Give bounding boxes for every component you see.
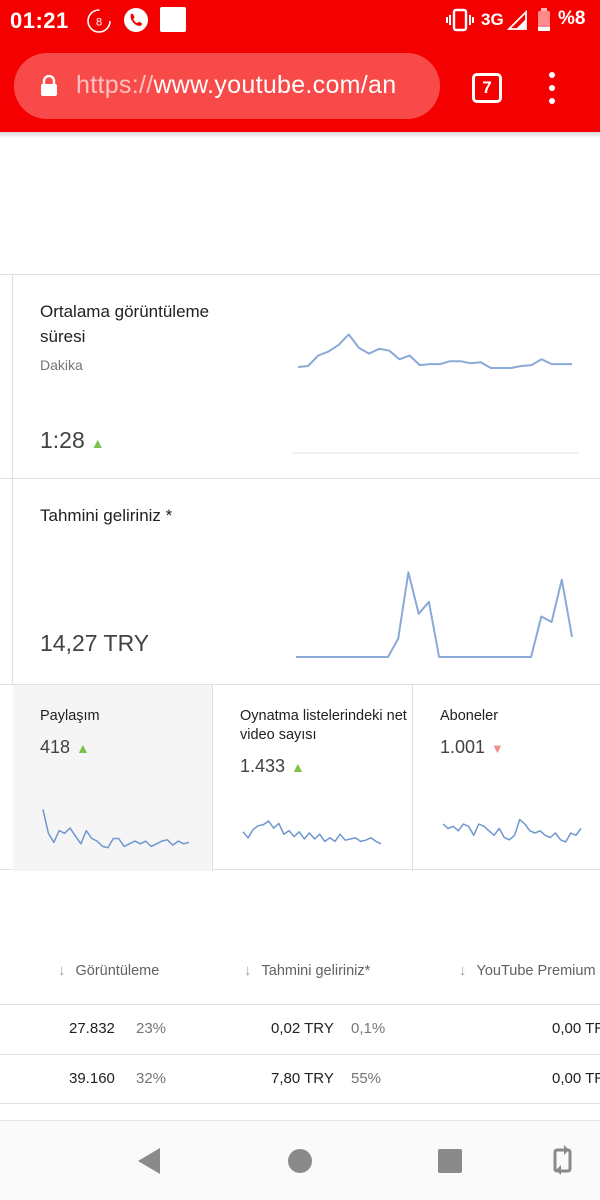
- card-divider: [12, 275, 13, 478]
- tab-switcher-button[interactable]: 7: [472, 73, 502, 103]
- metric-playlist-videos[interactable]: Oynatma listelerindeki net video sayısı …: [213, 685, 412, 871]
- metric-shares[interactable]: Paylaşım 418 ▲: [13, 685, 212, 871]
- sort-arrow-icon: ↓: [58, 962, 66, 979]
- row-premium: 0,00 TR: [552, 1020, 600, 1037]
- app-notification-icon: [160, 7, 186, 32]
- metric-playlist-videos-title: Oynatma listelerindeki net video sayısı: [240, 708, 407, 743]
- metric-playlist-videos-number: 1.433: [240, 756, 286, 776]
- column-header-revenue[interactable]: ↓ Tahmini geliriniz*: [244, 962, 370, 979]
- metric-playlist-videos-series-line: [242, 820, 382, 845]
- home-icon[interactable]: [288, 1149, 312, 1173]
- trend-up-icon: ▲: [90, 435, 105, 451]
- battery-percent: %8: [558, 8, 586, 29]
- notification-count: 8: [96, 17, 102, 29]
- estimated-revenue-sparkline: [296, 571, 573, 658]
- column-header-views[interactable]: ↓ Görüntüleme: [58, 962, 159, 979]
- vibrate-icon: [446, 8, 474, 37]
- metric-shares-sparkline: [42, 809, 190, 849]
- back-icon[interactable]: [136, 1147, 162, 1180]
- system-nav-bar: [0, 1120, 600, 1200]
- rotate-screen-icon[interactable]: [552, 1145, 574, 1180]
- lock-icon: [40, 74, 58, 102]
- table-row[interactable]: 39.160 32% 7,80 TRY 55% 0,00 TR: [0, 1054, 600, 1104]
- estimated-revenue-title: Tahmini geliriniz *: [40, 506, 173, 525]
- metric-subscribers[interactable]: Aboneler 1.001 ▼: [413, 685, 600, 871]
- metric-subscribers-sparkline: [442, 818, 582, 843]
- column-header-views-label: Görüntüleme: [75, 963, 160, 979]
- notification-badge-icon: 8: [86, 8, 112, 39]
- phone-call-icon: [123, 7, 149, 38]
- row-revenue-pct: 0,1%: [351, 1020, 386, 1037]
- metric-shares-number: 418: [40, 737, 71, 757]
- address-bar[interactable]: https://www.youtube.com/an: [14, 53, 440, 119]
- cell-divider: [212, 685, 213, 871]
- row-revenue: 7,80 TRY: [271, 1070, 334, 1087]
- status-bar: 01:21 8 3G %8: [0, 0, 600, 42]
- column-header-revenue-label: Tahmini geliriniz*: [261, 963, 371, 979]
- row-views: 27.832: [69, 1020, 115, 1037]
- metric-shares-series-line: [42, 809, 190, 849]
- row-revenue: 0,02 TRY: [271, 1020, 334, 1037]
- avg-watch-time-unit: Dakika: [40, 357, 83, 373]
- avg-watch-time-sparkline: [292, 333, 578, 454]
- metric-subscribers-series-line: [442, 818, 582, 843]
- row-revenue-pct: 55%: [351, 1070, 382, 1087]
- avg-watch-time-series-line: [297, 333, 572, 369]
- cell-divider: [412, 685, 413, 871]
- metric-playlist-videos-value: 1.433 ▲: [240, 756, 305, 777]
- toolbar-shadow: [0, 132, 600, 138]
- table-row[interactable]: 27.832 23% 0,02 TRY 0,1% 0,00 TR: [0, 1004, 600, 1054]
- trend-up-icon: ▲: [291, 759, 305, 775]
- recent-apps-icon[interactable]: [438, 1149, 462, 1173]
- browser-toolbar: https://www.youtube.com/an 7: [0, 42, 600, 132]
- row-premium: 0,00 TR: [552, 1070, 600, 1087]
- sort-arrow-icon: ↓: [459, 962, 467, 979]
- metric-subscribers-title: Aboneler: [440, 708, 499, 724]
- sort-arrow-icon: ↓: [244, 962, 252, 979]
- row-views-pct: 32%: [136, 1070, 167, 1087]
- url-host: www.youtube.com/an: [153, 71, 397, 99]
- metric-shares-title: Paylaşım: [40, 708, 100, 724]
- column-header-premium[interactable]: ↓ YouTube Premium: [459, 962, 600, 979]
- row-views-pct: 23%: [136, 1020, 167, 1037]
- estimated-revenue-card[interactable]: Tahmini geliriniz * 14,27 TRY: [0, 478, 600, 684]
- url-text: https://www.youtube.com/an: [76, 71, 396, 100]
- metrics-row: Paylaşım 418 ▲ Oynatma listelerindeki net…: [0, 684, 600, 871]
- metric-shares-value: 418 ▲: [40, 737, 90, 758]
- row-views: 39.160: [69, 1070, 115, 1087]
- signal-icon: [506, 9, 527, 35]
- network-type: 3G: [481, 10, 504, 29]
- avg-watch-time-title: Ortalama görüntüleme süresi: [40, 302, 210, 346]
- column-header-premium-label: YouTube Premium: [476, 963, 596, 979]
- avg-watch-time-card[interactable]: Ortalama görüntüleme süresi Dakika 1:28 ▲: [0, 274, 600, 478]
- url-scheme: https://: [76, 71, 154, 99]
- card-divider: [12, 479, 13, 684]
- estimated-revenue-value: 14,27 TRY: [40, 630, 150, 656]
- metric-playlist-videos-sparkline: [242, 820, 382, 845]
- estimated-revenue-series-line: [296, 571, 573, 658]
- avg-watch-time-value: 1:28 ▲: [40, 427, 105, 454]
- avg-watch-time-number: 1:28: [40, 427, 85, 453]
- status-time: 01:21: [10, 8, 69, 33]
- trend-down-icon: ▼: [491, 741, 504, 756]
- metric-subscribers-value: 1.001 ▼: [440, 737, 504, 758]
- metric-subscribers-number: 1.001: [440, 737, 486, 757]
- trend-up-icon: ▲: [76, 740, 90, 756]
- more-options-icon[interactable]: [540, 70, 564, 106]
- battery-icon: [537, 8, 551, 37]
